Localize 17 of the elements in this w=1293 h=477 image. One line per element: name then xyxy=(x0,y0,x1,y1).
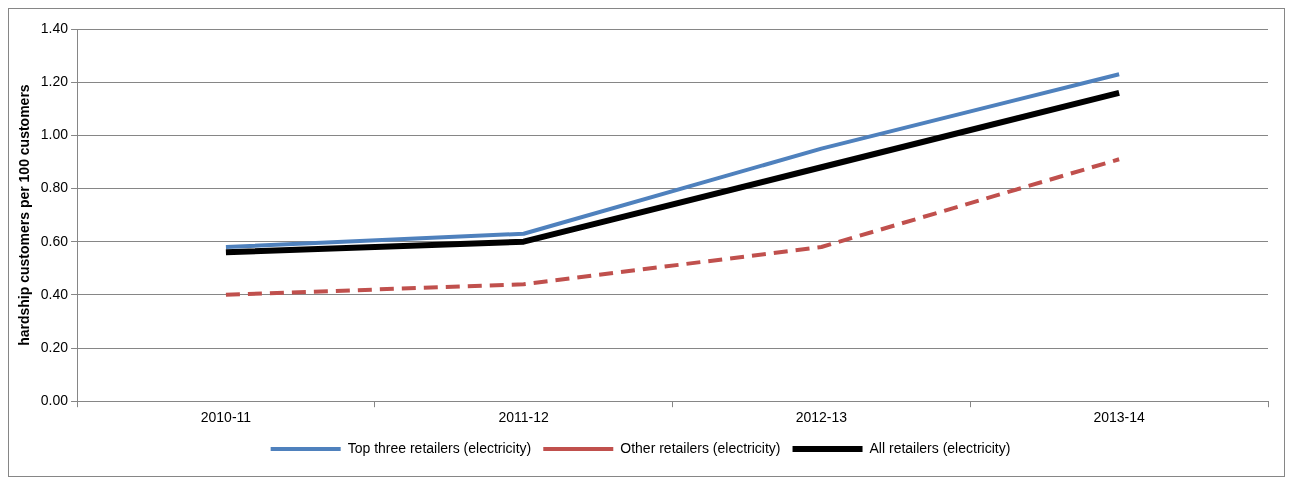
y-tick-label: 0.40 xyxy=(40,285,69,302)
x-tick-label: 2012-13 xyxy=(795,409,848,426)
y-tick-label: 0.00 xyxy=(40,392,69,409)
y-tick-label: 0.80 xyxy=(40,179,69,196)
x-tick-label: 2010-11 xyxy=(200,409,252,426)
legend-label: Other retailers (electricity) xyxy=(620,439,781,456)
y-tick-label: 1.00 xyxy=(40,126,69,143)
x-tick-label: 2013-14 xyxy=(1093,409,1146,426)
line-series xyxy=(223,157,1122,297)
y-tick-label: 0.20 xyxy=(40,338,69,355)
legend-label: All retailers (electricity) xyxy=(869,439,1011,456)
y-tick-label: 1.40 xyxy=(40,19,69,36)
x-tick-label: 2011-12 xyxy=(498,409,550,426)
y-axis-title: hardship customers per 100 customers xyxy=(16,84,33,346)
legend-label: Top three retailers (electricity) xyxy=(347,439,532,456)
y-tick-label: 1.20 xyxy=(40,73,69,90)
y-tick-label: 0.60 xyxy=(40,232,69,249)
